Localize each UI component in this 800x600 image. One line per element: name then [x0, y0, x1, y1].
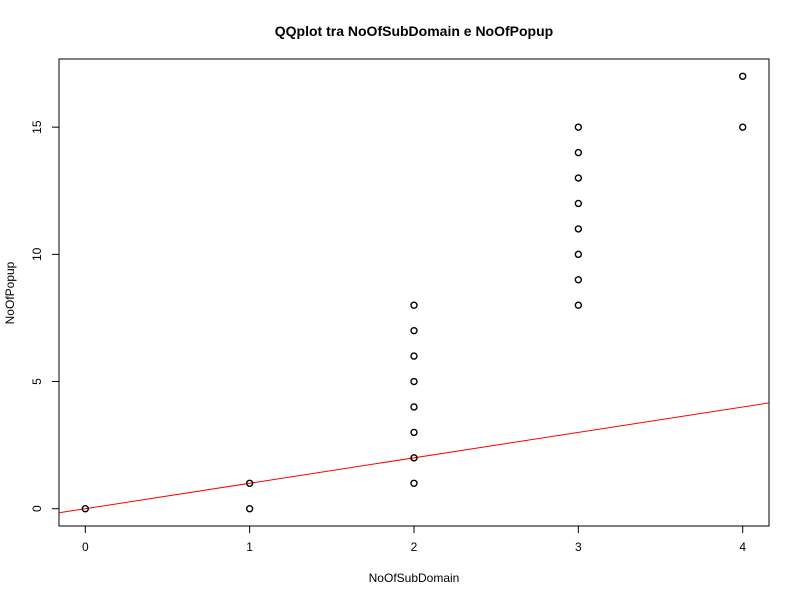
- x-tick-label: 3: [575, 540, 582, 554]
- data-point: [245, 479, 254, 487]
- data-point: [410, 326, 418, 335]
- data-point: [410, 377, 418, 386]
- data-point: [410, 479, 418, 487]
- data-point: [574, 225, 583, 233]
- y-tick-label: 10: [30, 247, 44, 261]
- data-point: [574, 276, 583, 284]
- data-point: [410, 301, 418, 309]
- data-point: [574, 199, 583, 208]
- data-point: [410, 454, 418, 462]
- reference-line: [59, 402, 769, 514]
- y-tick-label: 5: [30, 378, 44, 385]
- plot-area: 0 1 2 3 4 0 5 10 15: [30, 58, 770, 554]
- x-tick-label: 0: [82, 540, 89, 554]
- data-point: [410, 352, 418, 360]
- x-tick-label: 1: [246, 540, 253, 554]
- data-point: [410, 428, 418, 437]
- data-point: [739, 72, 747, 80]
- y-tick-label: 0: [30, 505, 44, 512]
- x-axis-label: NoOfSubDomain: [369, 571, 460, 585]
- data-point: [739, 123, 747, 131]
- data-point: [574, 174, 583, 182]
- data-point: [574, 250, 583, 259]
- data-point: [574, 148, 583, 157]
- data-point: [245, 505, 254, 513]
- data-point: [574, 301, 583, 309]
- x-tick-label: 4: [739, 540, 746, 554]
- data-point: [574, 123, 583, 131]
- y-axis-label: NoOfPopup: [3, 261, 17, 324]
- data-point: [410, 403, 418, 411]
- data-point: [81, 505, 89, 513]
- chart-title: QQplot tra NoOfSubDomain e NoOfPopup: [275, 23, 553, 39]
- y-tick-label: 15: [30, 120, 44, 134]
- x-tick-label: 2: [411, 540, 418, 554]
